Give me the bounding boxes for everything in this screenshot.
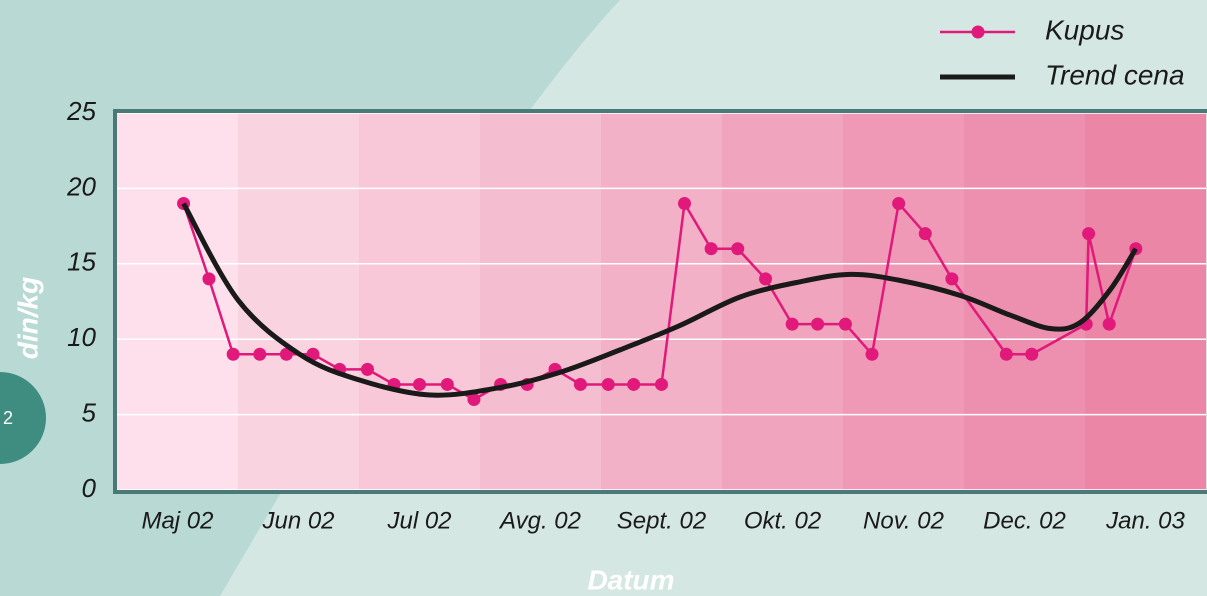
data-point (360, 362, 374, 376)
x-tick-label: Jul 02 (386, 507, 451, 534)
data-point (627, 377, 641, 391)
data-point (865, 347, 879, 361)
data-point (440, 377, 454, 391)
x-tick-label: Sept. 02 (617, 507, 706, 534)
page-number: 2 (3, 408, 13, 428)
data-point (573, 377, 587, 391)
month-band (238, 113, 359, 490)
data-point (306, 347, 320, 361)
y-tick-label: 25 (66, 96, 96, 126)
y-tick-label: 5 (82, 397, 97, 427)
month-band (964, 113, 1085, 490)
data-point (226, 347, 240, 361)
x-tick-label: Maj 02 (141, 507, 213, 534)
plot-border (113, 109, 1207, 494)
x-tick-label: Dec. 02 (983, 507, 1066, 534)
y-tick-label: 15 (67, 247, 96, 277)
y-axis-label: din/kg (12, 277, 43, 359)
x-axis-label: Datum (587, 564, 674, 595)
x-tick-label: Jan. 03 (1105, 507, 1185, 534)
legend-label: Trend cena (1045, 59, 1185, 90)
data-point (467, 393, 481, 407)
month-band (722, 113, 843, 490)
data-point (811, 317, 825, 331)
page-badge (0, 372, 46, 464)
data-point (677, 196, 691, 210)
data-point (918, 227, 932, 241)
data-point (704, 242, 718, 256)
data-point (945, 272, 959, 286)
data-point (279, 347, 293, 361)
data-point (253, 347, 267, 361)
data-point (1025, 347, 1039, 361)
data-point (838, 317, 852, 331)
x-tick-label: Jun 02 (261, 507, 334, 534)
data-point (655, 377, 668, 391)
data-point (731, 242, 745, 256)
y-tick-label: 10 (67, 322, 96, 352)
y-tick-label: 0 (82, 473, 97, 503)
x-tick-label: Nov. 02 (863, 507, 944, 534)
data-point (601, 377, 615, 391)
month-band (359, 113, 480, 490)
series-line (181, 202, 1138, 398)
y-tick-label: 20 (66, 171, 96, 201)
data-point (892, 196, 906, 210)
data-point (413, 377, 426, 391)
x-tick-label: Avg. 02 (498, 507, 581, 534)
data-point (785, 317, 799, 331)
data-point (759, 272, 773, 286)
month-band (480, 113, 601, 490)
data-point (1102, 317, 1116, 331)
month-band (601, 113, 722, 490)
data-point (1082, 227, 1096, 241)
legend-marker (971, 25, 985, 39)
x-tick-label: Okt. 02 (744, 507, 821, 534)
month-band (843, 113, 964, 490)
legend-label: Kupus (1045, 14, 1124, 45)
month-band (117, 113, 238, 490)
data-point (202, 272, 216, 286)
data-point (999, 347, 1013, 361)
